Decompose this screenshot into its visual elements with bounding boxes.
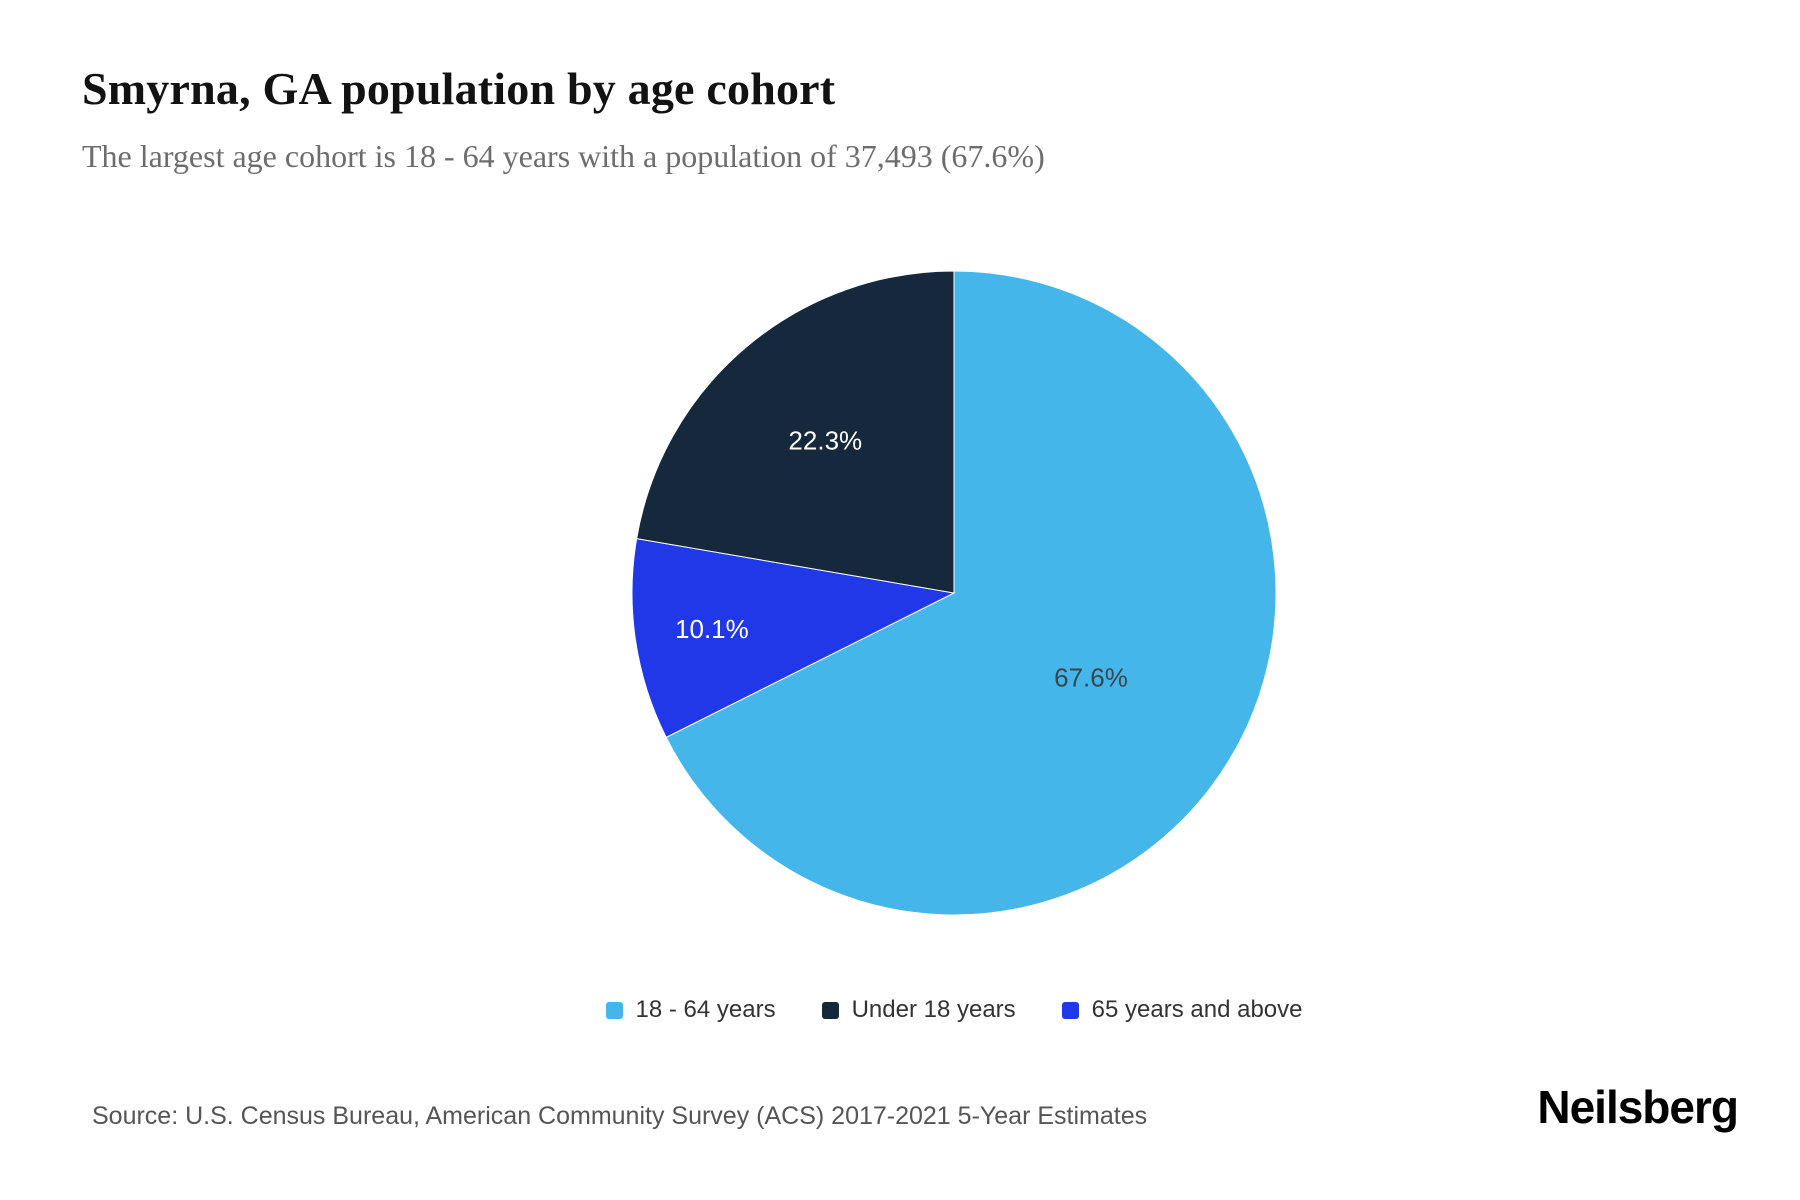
legend-swatch xyxy=(605,1001,623,1019)
legend-item-65-years-and-above[interactable]: 65 years and above xyxy=(1061,996,1303,1024)
legend-item-18-64-years[interactable]: 18 - 64 years xyxy=(605,996,776,1024)
pie-slice-label: 10.1% xyxy=(675,614,749,644)
legend-swatch xyxy=(821,1001,839,1019)
pie-slice-65-years-and-above[interactable] xyxy=(631,538,956,739)
pie-slice-label: 22.3% xyxy=(788,425,862,455)
pie-chart-svg: 67.6% 10.1% 22.3% xyxy=(631,270,1277,916)
pie-slice-18-64-years[interactable] xyxy=(665,270,1277,916)
chart-legend: 18 - 64 years Under 18 years 65 years an… xyxy=(104,996,1800,1024)
source-note: Source: U.S. Census Bureau, American Com… xyxy=(92,1102,1148,1130)
brand-logo: Neilsberg xyxy=(1537,1081,1739,1133)
legend-label: 18 - 64 years xyxy=(635,996,776,1023)
pie-chart: 67.6% 10.1% 22.3% xyxy=(629,268,1279,918)
legend-swatch xyxy=(1061,1001,1079,1019)
chart-title: Smyrna, GA population by age cohort xyxy=(82,63,836,114)
chart-subtitle: The largest age cohort is 18 - 64 years … xyxy=(82,138,1045,174)
pie-slice-label: 67.6% xyxy=(1054,663,1128,693)
pie-slice-under-18-years[interactable] xyxy=(636,270,955,594)
legend-item-under-18-years[interactable]: Under 18 years xyxy=(821,996,1016,1024)
legend-label: Under 18 years xyxy=(851,996,1016,1023)
legend-label: 65 years and above xyxy=(1091,996,1303,1023)
